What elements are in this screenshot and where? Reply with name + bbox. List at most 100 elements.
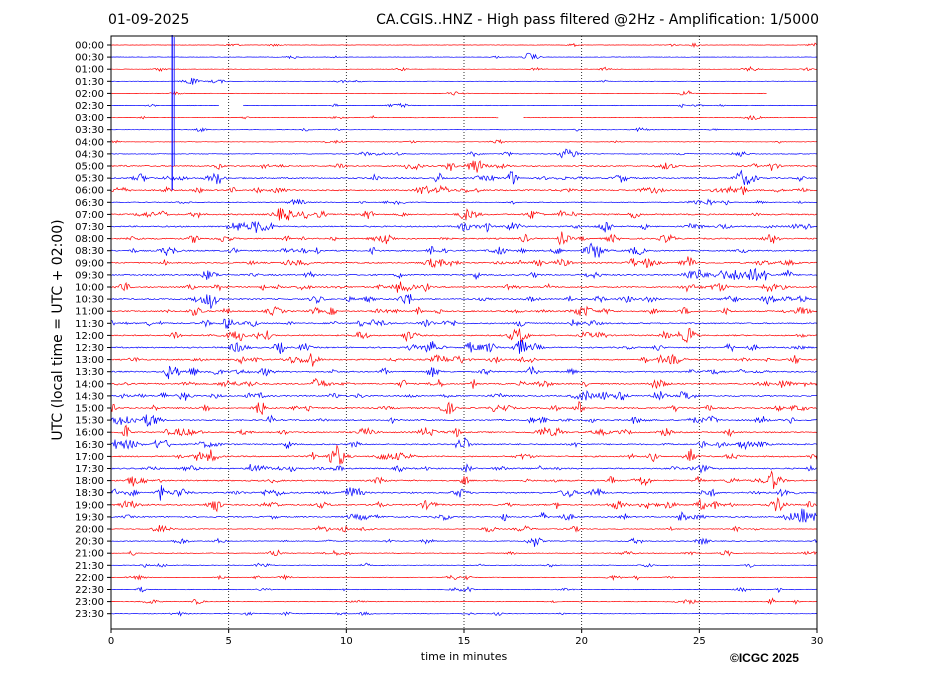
trace-line: [111, 102, 818, 109]
trace-line: [110, 562, 817, 568]
y-tick-label: 23:00: [75, 597, 104, 608]
chart-title: CA.CGIS..HNZ - High pass filtered @2Hz -…: [376, 12, 819, 28]
y-tick-label: 09:00: [75, 258, 104, 269]
y-tick-label: 10:30: [75, 295, 104, 306]
trace-line: [110, 524, 818, 533]
trace-line: [110, 267, 818, 281]
y-tick-label: 17:00: [75, 452, 104, 463]
y-tick-label: 03:00: [75, 113, 104, 124]
trace-line: [110, 65, 818, 72]
y-tick-label: 06:30: [75, 198, 104, 209]
y-tick-label: 08:30: [75, 246, 104, 257]
trace-line: [110, 365, 818, 380]
trace-line: [110, 389, 817, 401]
trace-line: [111, 586, 818, 594]
trace-line: [110, 327, 818, 344]
trace-line: [110, 436, 818, 451]
trace-line: [110, 160, 818, 173]
trace-line: [110, 77, 818, 85]
y-tick-label: 00:00: [75, 41, 104, 52]
copyright-label: ©ICGC 2025: [730, 651, 799, 665]
y-tick-label: 05:00: [75, 162, 104, 173]
y-tick-label: 02:30: [75, 101, 104, 112]
trace-line: [110, 242, 818, 258]
x-tick-label: 0: [108, 636, 114, 647]
y-tick-label: 07:30: [75, 222, 104, 233]
trace-line: [110, 353, 818, 367]
y-tick-label: 14:30: [75, 391, 104, 402]
trace-line: [111, 574, 818, 581]
y-tick-label: 18:00: [75, 476, 104, 487]
y-tick-label: 11:30: [75, 319, 104, 330]
y-tick-label: 11:00: [75, 307, 104, 318]
trace-line: [110, 496, 817, 513]
trace-line: [110, 256, 818, 269]
trace-line: [110, 444, 818, 465]
x-tick-label: 25: [693, 636, 706, 647]
y-tick-label: 18:30: [75, 488, 104, 499]
y-tick-label: 13:00: [75, 355, 104, 366]
trace-line: [110, 597, 818, 606]
trace-line: [110, 127, 818, 133]
date-label: 01-09-2025: [108, 12, 190, 28]
trace-line: [110, 377, 818, 389]
trace-line: [110, 52, 818, 60]
y-tick-label: 22:30: [75, 585, 104, 596]
trace-line: [110, 508, 818, 523]
y-tick-label: 20:00: [75, 525, 104, 536]
y-tick-label: 04:00: [75, 137, 104, 148]
y-tick-label: 12:00: [75, 331, 104, 342]
x-tick-label: 10: [340, 636, 353, 647]
trace-line: [111, 537, 818, 547]
trace-line: [111, 148, 818, 159]
y-tick-label: 16:30: [75, 440, 104, 451]
trace-line: [110, 90, 767, 96]
trace-line: [110, 294, 817, 309]
trace-line: [110, 221, 818, 233]
y-tick-label: 08:00: [75, 234, 104, 245]
y-tick-label: 15:30: [75, 416, 104, 427]
y-tick-label: 19:00: [75, 500, 104, 511]
trace-line: [111, 42, 818, 48]
y-tick-label: 03:30: [75, 125, 104, 136]
trace-line: [110, 207, 818, 221]
y-tick-label: 16:00: [75, 428, 104, 439]
trace-line: [110, 549, 818, 557]
y-tick-label: 01:00: [75, 65, 104, 76]
trace-line: [110, 318, 818, 329]
y-tick-label: 04:30: [75, 149, 104, 160]
trace-line: [110, 281, 818, 293]
y-tick-label: 14:00: [75, 379, 104, 390]
y-tick-label: 17:30: [75, 464, 104, 475]
y-tick-label: 12:30: [75, 343, 104, 354]
y-tick-label: 20:30: [75, 537, 104, 548]
trace-line: [110, 115, 817, 121]
y-tick-label: 22:00: [75, 573, 104, 584]
x-tick-label: 20: [575, 636, 588, 647]
trace-line: [110, 610, 818, 617]
trace-line: [110, 470, 818, 489]
trace-line: [110, 231, 818, 246]
y-tick-label: 01:30: [75, 77, 104, 88]
y-tick-label: 19:30: [75, 512, 104, 523]
y-tick-label: 09:30: [75, 270, 104, 281]
x-tick-label: 15: [458, 636, 471, 647]
y-tick-label: 05:30: [75, 174, 104, 185]
trace-line: [110, 305, 818, 317]
y-tick-label: 10:00: [75, 283, 104, 294]
trace-line: [110, 139, 818, 144]
trace-line: [110, 169, 817, 186]
trace-line: [110, 184, 818, 196]
y-tick-label: 21:30: [75, 561, 104, 572]
trace-line: [110, 485, 818, 501]
x-tick-label: 30: [811, 636, 824, 647]
trace-line: [110, 400, 818, 415]
trace-line: [110, 463, 818, 474]
y-tick-label: 07:00: [75, 210, 104, 221]
x-tick-label: 5: [225, 636, 231, 647]
trace-line: [110, 424, 817, 438]
y-tick-label: 21:00: [75, 549, 104, 560]
y-tick-label: 06:00: [75, 186, 104, 197]
y-tick-label: 13:30: [75, 367, 104, 378]
